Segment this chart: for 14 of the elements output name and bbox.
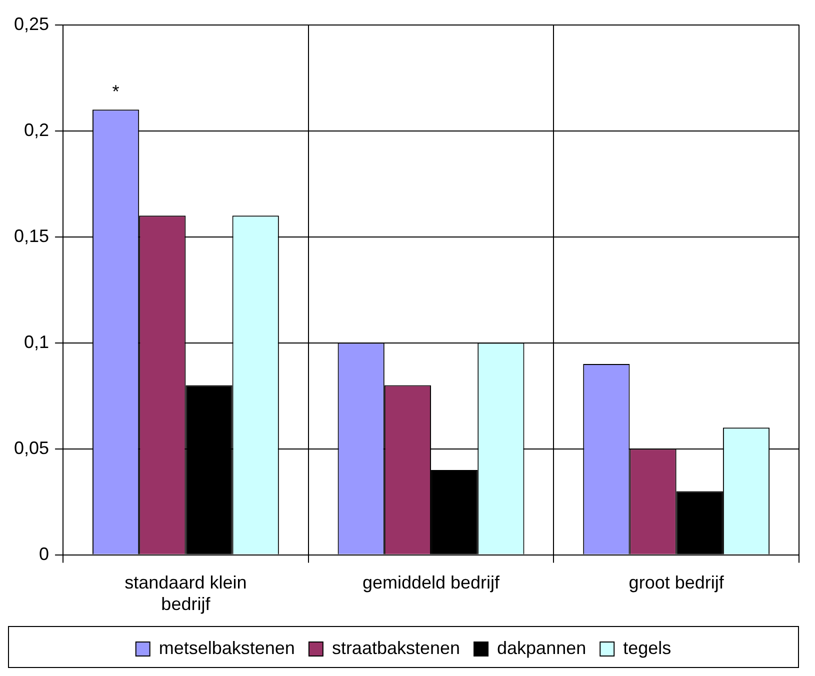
y-tick-label: 0,2	[24, 120, 50, 140]
x-tick-label: gemiddeld bedrijf	[362, 572, 501, 593]
y-tick-label: 0,1	[24, 332, 50, 352]
legend-label: dakpannen	[497, 638, 586, 658]
x-tick-label: standaard klein bedrijf	[124, 572, 247, 614]
y-tick-label: 0	[39, 544, 50, 564]
y-tick-label: 0,05	[14, 438, 50, 458]
legend-label: straatbakstenen	[332, 638, 460, 658]
legend-label: tegels	[623, 638, 672, 658]
y-tick-label: 0,25	[14, 14, 50, 34]
x-tick-label: groot bedrijf	[628, 572, 725, 593]
legend-label: metselbakstenen	[158, 638, 295, 658]
y-tick-label: 0,15	[14, 226, 50, 246]
annotation: *	[112, 82, 120, 102]
